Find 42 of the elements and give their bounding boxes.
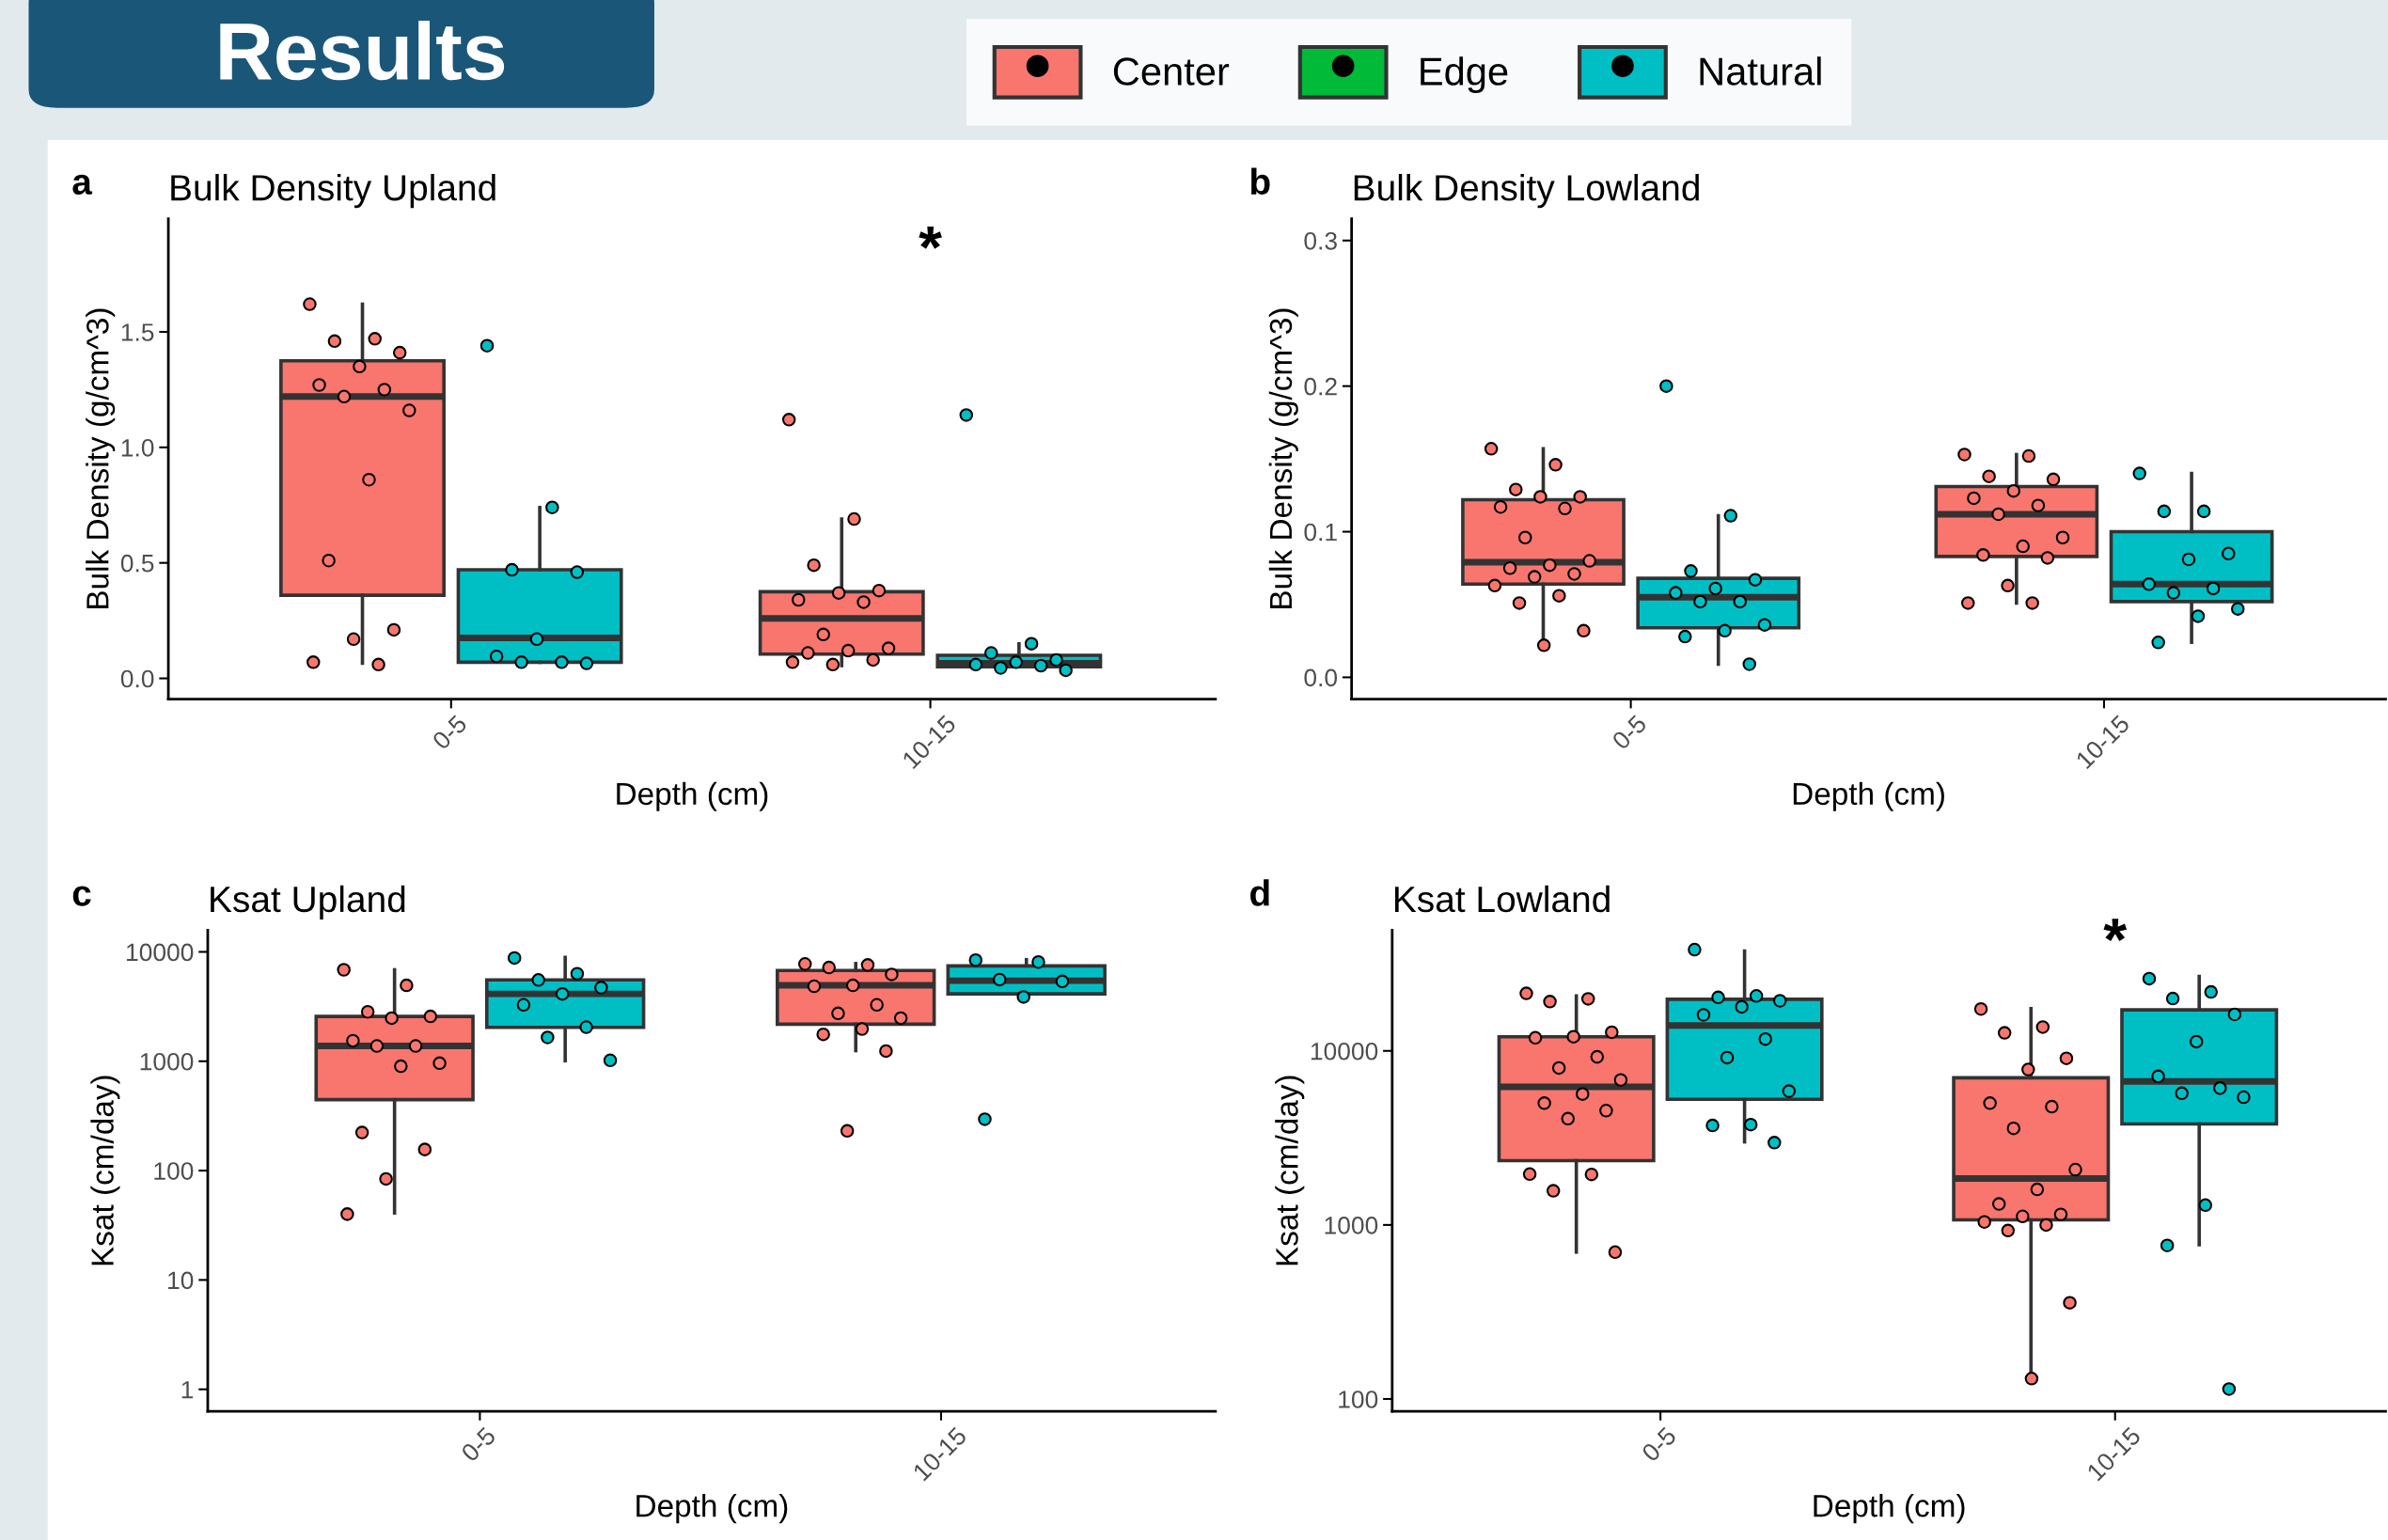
annotation: *: [2103, 919, 2128, 942]
y-tick-label: 100: [1339, 1391, 1378, 1408]
y-tick-label: 0.3: [1304, 231, 1337, 250]
legend-label: Edge: [1421, 56, 1508, 94]
y-tick-label: 10000: [1311, 1042, 1378, 1061]
y-tick-label: 0.2: [1304, 377, 1337, 396]
y-axis-title: Ksat (cm/day): [90, 1076, 120, 1265]
x-tick-label: 0-5: [460, 1425, 497, 1463]
y-tick-label: 0.5: [120, 554, 154, 573]
text: Results: [220, 21, 505, 81]
y-tick-label: 10000: [127, 943, 194, 962]
y-tick-label: 0.0: [120, 669, 154, 688]
text: a: [72, 174, 93, 196]
text: d: [1250, 879, 1269, 906]
x-axis-title: Depth (cm): [617, 781, 768, 811]
annotation: *: [919, 226, 942, 249]
x-tick-label: 0-5: [431, 714, 468, 751]
x-axis-title: Depth (cm): [1814, 1494, 1965, 1524]
y-tick-label: 10: [168, 1271, 194, 1290]
x-tick-label: 0-5: [1641, 1425, 1677, 1463]
y-tick-label: 0.1: [1304, 523, 1337, 542]
y-axis-title: Bulk Density (g/cm^3): [86, 308, 116, 608]
y-tick-label: 1.0: [121, 438, 154, 457]
chart-title: Bulk Density Upland: [171, 173, 495, 209]
y-tick-label: 1.5: [121, 323, 154, 341]
y-tick-label: 1: [181, 1381, 194, 1399]
y-axis-title: Ksat (cm/day): [1275, 1076, 1305, 1265]
legend-label: Natural: [1700, 56, 1821, 86]
chart-title: Ksat Lowland: [1395, 885, 1610, 913]
y-tick-label: 0.0: [1304, 668, 1338, 687]
x-axis-title: Depth (cm): [636, 1494, 788, 1524]
y-axis-title: Bulk Density (g/cm^3): [1268, 308, 1298, 608]
x-axis-title: Depth (cm): [1793, 781, 1944, 811]
text: c: [72, 886, 91, 906]
y-tick-label: 100: [154, 1162, 194, 1180]
text: b: [1250, 167, 1270, 196]
chart-title: Ksat Upland: [211, 885, 405, 919]
x-tick-label: 0-5: [1610, 714, 1648, 751]
legend-label: Center: [1113, 57, 1230, 86]
y-tick-label: 1000: [140, 1052, 194, 1071]
y-tick-label: 1000: [1325, 1217, 1378, 1234]
chart-title: Bulk Density Lowland: [1354, 173, 1699, 209]
